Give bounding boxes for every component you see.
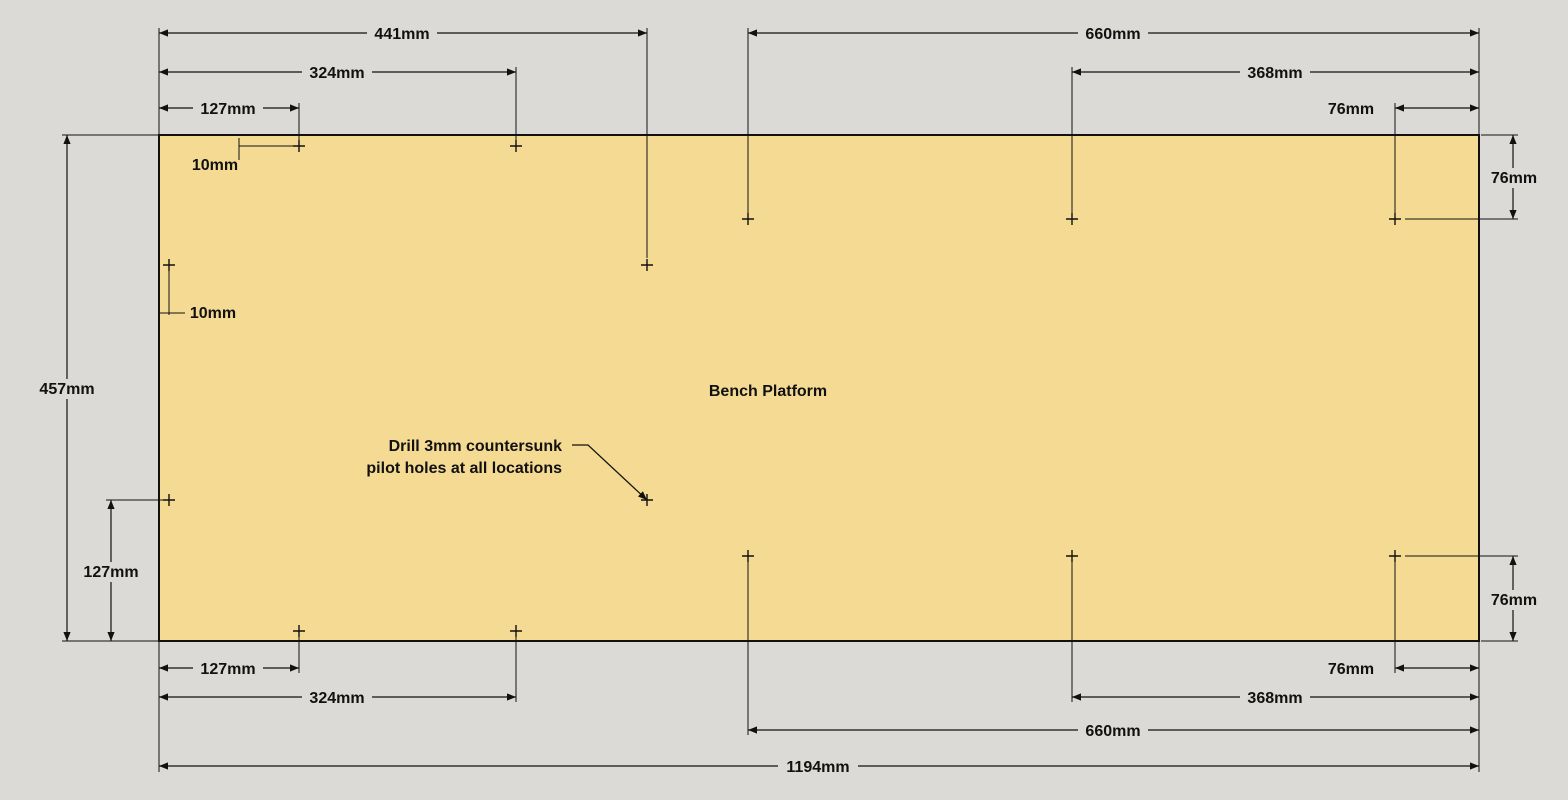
drill-hole — [641, 259, 653, 271]
drill-hole — [163, 259, 175, 271]
dimension-label: 441mm — [374, 26, 429, 43]
dimension-label: 10mm — [192, 157, 238, 174]
dimension-label: 660mm — [1085, 723, 1140, 740]
dimension-label: 324mm — [309, 65, 364, 82]
drill-hole — [163, 494, 175, 506]
dimension-label: 76mm — [1328, 101, 1374, 118]
dimension-label: 457mm — [39, 381, 94, 398]
drill-holes — [163, 140, 1401, 637]
drill-hole — [1066, 550, 1078, 562]
drill-hole — [1066, 213, 1078, 225]
dimension-label: 10mm — [190, 305, 236, 322]
panel-label: Bench Platform — [709, 383, 827, 400]
drill-note-line: pilot holes at all locations — [366, 460, 562, 477]
dimension-label: 76mm — [1491, 592, 1537, 609]
drill-hole — [510, 625, 522, 637]
dimension-label: 324mm — [309, 690, 364, 707]
dimension-labels: 441mm 324mm 127mm 660mm 368mm 76mm 10mm … — [39, 26, 1537, 776]
drill-note: Drill 3mm countersunk pilot holes at all… — [366, 438, 562, 477]
dimension-label: 1194mm — [786, 759, 849, 776]
drill-note-line: Drill 3mm countersunk — [389, 438, 562, 455]
drill-hole — [1389, 550, 1401, 562]
drill-hole — [1389, 213, 1401, 225]
extension-lines — [62, 28, 1518, 772]
dimension-label: 76mm — [1491, 170, 1537, 187]
dimension-label: 368mm — [1247, 65, 1302, 82]
drill-hole — [293, 625, 305, 637]
bench-platform-panel — [158, 134, 1480, 642]
label-backgrounds — [32, 24, 1546, 775]
dimension-label: 127mm — [200, 661, 255, 678]
dimension-label: 368mm — [1247, 690, 1302, 707]
dimension-label: 127mm — [200, 101, 255, 118]
drill-hole — [742, 550, 754, 562]
dimension-label: 76mm — [1328, 661, 1374, 678]
drill-hole — [742, 213, 754, 225]
dimension-label: 660mm — [1085, 26, 1140, 43]
dimension-label: 127mm — [83, 564, 138, 581]
